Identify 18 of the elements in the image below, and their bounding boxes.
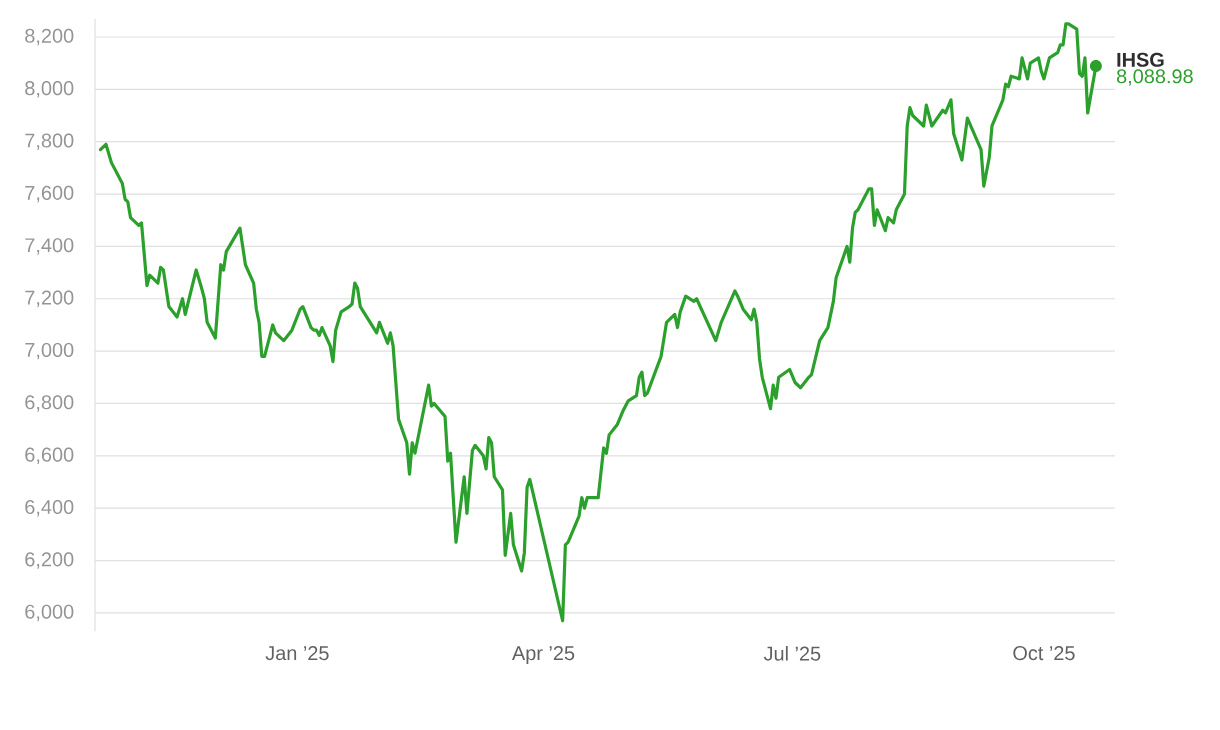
y-tick-label: 6,800 [25, 395, 74, 412]
y-tick-label: 6,200 [25, 552, 74, 569]
y-tick-label: 7,600 [25, 185, 74, 203]
y-tick-label: 8,200 [25, 28, 74, 46]
y-tick-label: 8,000 [25, 81, 74, 98]
series-label: IHSG [1117, 52, 1164, 67]
annotation: 8,088.98 [1116, 69, 1193, 86]
y-tick-label: 6,600 [25, 447, 74, 465]
y-tick-label: 7,000 [25, 342, 74, 360]
y-tick-label: 7,400 [25, 238, 74, 255]
y-tick-label: 7,800 [25, 133, 74, 150]
x-tick-label: Jul ’25 [763, 646, 821, 661]
x-tick-label: Jan ’25 [265, 646, 329, 661]
y-tick-label: 6,000 [25, 604, 74, 622]
x-tick-label: Oct ’25 [1013, 646, 1075, 661]
y-tick-label: 7,200 [25, 290, 74, 307]
y-tick-label: 6,400 [25, 499, 74, 517]
x-tick-label: Apr ’25 [511, 646, 575, 665]
